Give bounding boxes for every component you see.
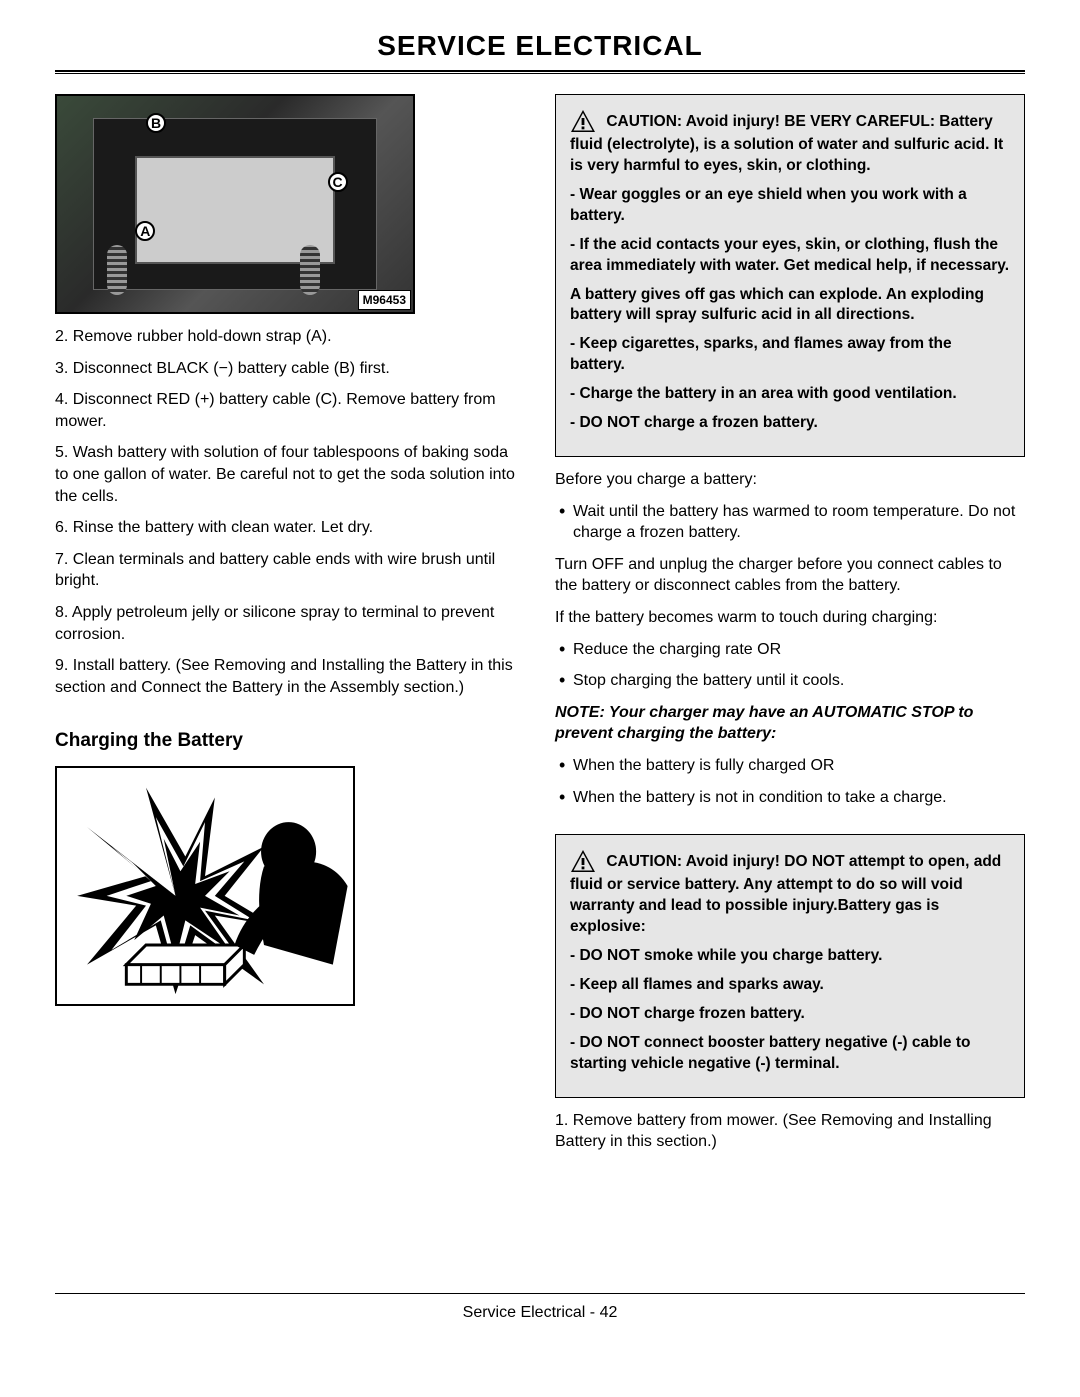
- caution1-item-5: - DO NOT charge a frozen battery.: [570, 413, 1010, 434]
- explosion-illustration: [55, 766, 355, 1006]
- right-column: CAUTION: Avoid injury! BE VERY CAREFUL: …: [555, 94, 1025, 1163]
- note-item-1: When the battery is not in condition to …: [555, 787, 1025, 809]
- caution1-item-4: - Charge the battery in an area with goo…: [570, 384, 1010, 405]
- warm-list: Reduce the charging rate OR Stop chargin…: [555, 639, 1025, 692]
- photo-id: M96453: [358, 290, 411, 310]
- caution2-item-1: - Keep all flames and sparks away.: [570, 975, 1010, 996]
- caution2-item-0: - DO NOT smoke while you charge battery.: [570, 946, 1010, 967]
- before-charge-text: Before you charge a battery:: [555, 469, 1025, 491]
- step-3: 3. Disconnect BLACK (−) battery cable (B…: [55, 358, 525, 380]
- step-6: 6. Rinse the battery with clean water. L…: [55, 517, 525, 539]
- step-4: 4. Disconnect RED (+) battery cable (C).…: [55, 389, 525, 432]
- before-item-0: Wait until the battery has warmed to roo…: [555, 501, 1025, 544]
- warning-icon: [570, 849, 596, 873]
- note-item-0: When the battery is fully charged OR: [555, 755, 1025, 777]
- before-charge-list: Wait until the battery has warmed to roo…: [555, 501, 1025, 544]
- caution2-item-3: - DO NOT connect booster battery negativ…: [570, 1033, 1010, 1075]
- step-2: 2. Remove rubber hold-down strap (A).: [55, 326, 525, 348]
- caution1-item-1: - If the acid contacts your eyes, skin, …: [570, 235, 1010, 277]
- turnoff-text: Turn OFF and unplug the charger before y…: [555, 554, 1025, 597]
- warm-item-0: Reduce the charging rate OR: [555, 639, 1025, 661]
- after-caution2-step: 1. Remove battery from mower. (See Remov…: [555, 1110, 1025, 1153]
- footer-text: Service Electrical - 42: [463, 1304, 618, 1321]
- caution1-item-0: - Wear goggles or an eye shield when you…: [570, 185, 1010, 227]
- caution2-lead: CAUTION: Avoid injury! DO NOT attempt to…: [570, 853, 1001, 935]
- caution1-lead: CAUTION: Avoid injury! BE VERY CAREFUL: …: [570, 113, 1003, 174]
- step-8: 8. Apply petroleum jelly or silicone spr…: [55, 602, 525, 645]
- step-5: 5. Wash battery with solution of four ta…: [55, 442, 525, 507]
- note-list: When the battery is fully charged OR Whe…: [555, 755, 1025, 808]
- step-9: 9. Install battery. (See Removing and In…: [55, 655, 525, 698]
- page-footer: Service Electrical - 42: [55, 1293, 1025, 1322]
- note-text: NOTE: Your charger may have an AUTOMATIC…: [555, 702, 1025, 745]
- warning-icon: [570, 109, 596, 133]
- step-7: 7. Clean terminals and battery cable end…: [55, 549, 525, 592]
- photo-label-c: C: [328, 172, 348, 192]
- warm-item-1: Stop charging the battery until it cools…: [555, 670, 1025, 692]
- warm-text: If the battery becomes warm to touch dur…: [555, 607, 1025, 629]
- caution-box-2: CAUTION: Avoid injury! DO NOT attempt to…: [555, 834, 1025, 1097]
- title-rule: [55, 70, 1025, 74]
- content-columns: A B C M96453 2. Remove rubber hold-down …: [55, 94, 1025, 1163]
- photo-spring-left: [107, 245, 127, 295]
- caution1-item-2: A battery gives off gas which can explod…: [570, 285, 1010, 327]
- caution2-item-2: - DO NOT charge frozen battery.: [570, 1004, 1010, 1025]
- charging-heading: Charging the Battery: [55, 728, 525, 754]
- caution-box-1: CAUTION: Avoid injury! BE VERY CAREFUL: …: [555, 94, 1025, 457]
- caution1-item-3: - Keep cigarettes, sparks, and flames aw…: [570, 334, 1010, 376]
- photo-spring-right: [300, 245, 320, 295]
- explosion-svg: [57, 768, 353, 1004]
- page-title: SERVICE ELECTRICAL: [55, 30, 1025, 62]
- battery-photo: A B C M96453: [55, 94, 415, 314]
- left-column: A B C M96453 2. Remove rubber hold-down …: [55, 94, 525, 1163]
